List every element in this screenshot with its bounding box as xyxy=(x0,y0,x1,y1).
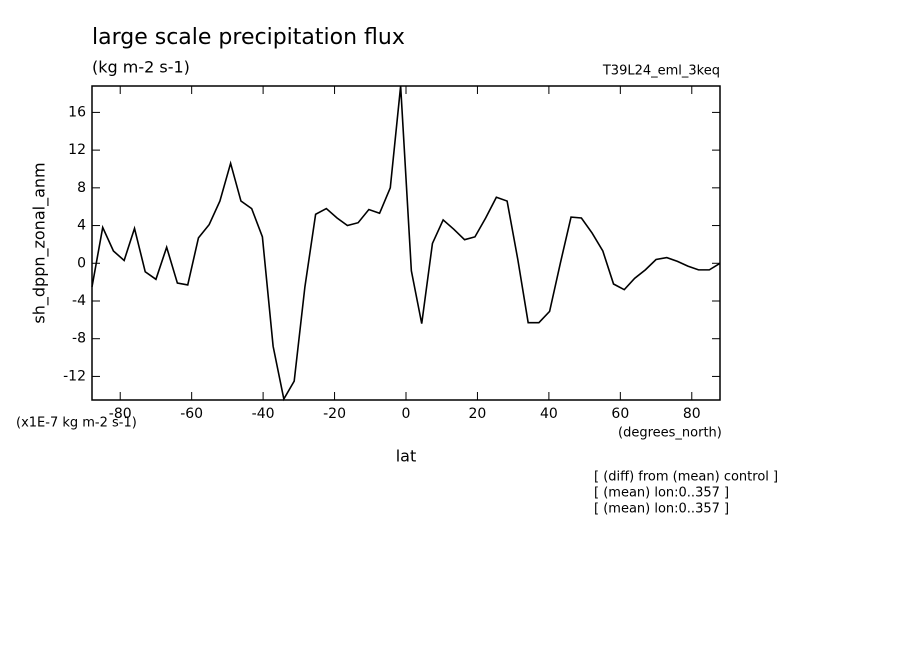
y-axis-label: sh_dppn_zonal_anm xyxy=(30,162,50,323)
x-units: (degrees_north) xyxy=(618,426,722,441)
y-tick-label: 4 xyxy=(77,218,86,234)
chart-title: large scale precipitation flux xyxy=(92,25,405,50)
x-axis-label: lat xyxy=(396,447,417,466)
note: [ (mean) lon:0..357 ] xyxy=(594,502,729,517)
plot-frame xyxy=(91,85,721,401)
x-tick-label: -60 xyxy=(180,406,203,422)
note: [ (mean) lon:0..357 ] xyxy=(594,486,729,501)
chart-subtitle: (kg m-2 s-1) xyxy=(92,58,190,77)
x-tick-label: 0 xyxy=(402,406,411,422)
y-tick-label: 8 xyxy=(77,180,86,196)
x-tick-label: -40 xyxy=(252,406,275,422)
data-line xyxy=(91,85,721,402)
y-tick-label: 0 xyxy=(77,255,86,271)
y-tick-label: -8 xyxy=(72,331,86,347)
y-tick-label: 12 xyxy=(68,142,86,158)
y-tick-label: 16 xyxy=(68,104,86,120)
x-tick-label: -20 xyxy=(323,406,346,422)
x-tick-label: 80 xyxy=(683,406,701,422)
note: [ (diff) from (mean) control ] xyxy=(594,470,778,485)
x-tick-label: 60 xyxy=(611,406,629,422)
x-tick-label: -80 xyxy=(109,406,132,422)
y-units: (x1E-7 kg m-2 s-1) xyxy=(16,416,137,431)
x-tick-label: 40 xyxy=(540,406,558,422)
run-label: T39L24_eml_3keq xyxy=(602,64,720,79)
y-tick-label: -12 xyxy=(63,368,86,384)
x-tick-label: 20 xyxy=(469,406,487,422)
y-tick-label: -4 xyxy=(72,293,86,309)
